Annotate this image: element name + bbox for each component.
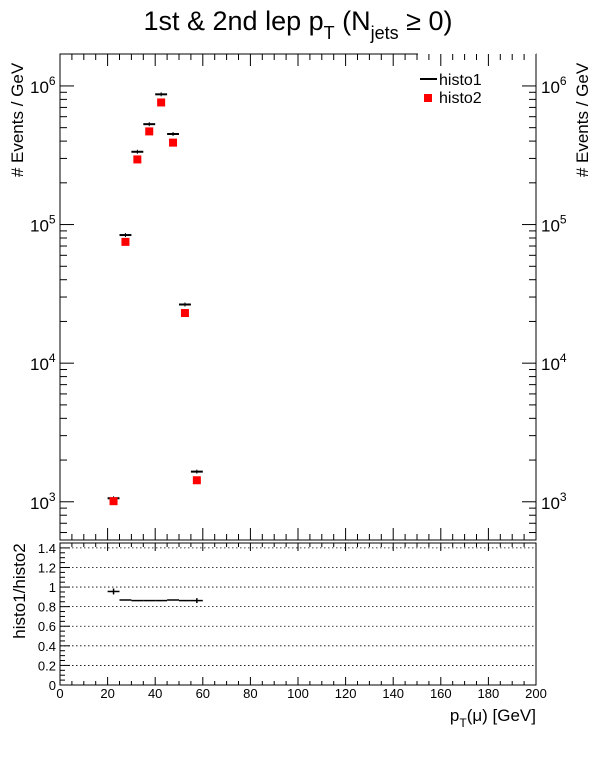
ytick-base: 10 [541, 78, 560, 97]
ytick-label-left: 104 [30, 351, 56, 374]
histo2-point [180, 309, 189, 318]
histo2-point [192, 476, 201, 485]
ratio-axis-ticks [59, 542, 537, 686]
ytick-exponent: 3 [560, 490, 567, 504]
xtick-label: 0 [56, 686, 63, 701]
ratio-ytick-label: 1.2 [38, 560, 56, 575]
ytick-base: 10 [30, 78, 49, 97]
ratio-ylabel: histo1/histo2 [10, 543, 29, 638]
title-tail: ≥ 0) [399, 6, 453, 36]
xtick-label: 100 [287, 686, 309, 701]
ytick-label-left: 103 [30, 490, 56, 513]
ytick-label-left: 106 [30, 74, 56, 97]
ratio-data-marks [107, 588, 203, 604]
ytick-label-right: 103 [541, 490, 567, 513]
ratio-ytick-label: 1 [49, 580, 56, 595]
ytick-label-right: 104 [541, 351, 567, 374]
xtick-label: 120 [335, 686, 357, 701]
ytick-base: 10 [541, 217, 560, 236]
top-axis-ticks [59, 54, 537, 540]
legend: histo1 histo2 [420, 72, 482, 107]
title-jets: jets [370, 23, 399, 43]
chart-title: 1st & 2nd lep pT (Njets ≥ 0) [144, 6, 453, 43]
xlabel-t-sub: T [459, 716, 467, 730]
xtick-label: 180 [478, 686, 500, 701]
top-plot-frame [59, 53, 537, 541]
ytick-exponent: 6 [49, 74, 56, 88]
xtick-label: 40 [148, 686, 162, 701]
xtick-label: 200 [525, 686, 547, 701]
top-ylabel-right: # Events / GeV [573, 62, 592, 177]
legend-histo2-label: histo2 [439, 90, 482, 107]
xtick-label: 20 [100, 686, 114, 701]
ratio-gridlines [60, 547, 536, 666]
ytick-base: 10 [30, 494, 49, 513]
ytick-exponent: 5 [560, 213, 567, 227]
ytick-exponent: 6 [560, 74, 567, 88]
ratio-ytick-label: 1.4 [38, 541, 56, 556]
ratio-tick-labels: 0 20 40 60 80 100 120 140 160 180 20000.20.40.60.8… [38, 541, 547, 701]
histo2-point [157, 98, 166, 107]
xlabel-p: p [450, 706, 459, 725]
ytick-label-left: 105 [30, 213, 56, 236]
title-main: 1st & 2nd lep p [144, 6, 324, 36]
legend-histo2-marker [424, 94, 432, 102]
histo2-point [109, 497, 118, 506]
ytick-exponent: 4 [49, 351, 56, 365]
ratio-ytick-label: 0.8 [38, 600, 56, 615]
legend-histo1-label: histo1 [439, 72, 482, 89]
histo2-point [133, 155, 142, 164]
ytick-base: 10 [30, 355, 49, 374]
ratio-ytick-label: 0.4 [38, 639, 56, 654]
ytick-exponent: 5 [49, 213, 56, 227]
x-axis-label: pT(μ) [GeV] [450, 706, 536, 730]
top-ylabel-left: # Events / GeV [8, 62, 27, 177]
ytick-label-right: 106 [541, 74, 567, 97]
top-data-marks [107, 92, 203, 506]
xtick-label: 80 [243, 686, 257, 701]
ytick-exponent: 3 [49, 490, 56, 504]
ratio-plot-frame [59, 542, 537, 686]
ratio-ytick-label: 0 [49, 678, 56, 693]
ratio-ytick-label: 0.6 [38, 619, 56, 634]
ytick-exponent: 4 [560, 351, 567, 365]
histo2-point [169, 138, 178, 147]
title-open: (N [335, 6, 371, 36]
ytick-base: 10 [541, 494, 560, 513]
ratio-ytick-label: 0.2 [38, 658, 56, 673]
ytick-base: 10 [541, 355, 560, 374]
ytick-label-right: 105 [541, 213, 567, 236]
title-sub-t: T [324, 23, 335, 43]
ytick-base: 10 [30, 217, 49, 236]
xtick-label: 140 [382, 686, 404, 701]
histo2-point [145, 127, 154, 136]
title-background [418, 49, 536, 57]
xtick-label: 160 [430, 686, 452, 701]
histo2-point [121, 237, 130, 246]
xlabel-rest: (μ) [GeV] [467, 706, 536, 725]
xtick-label: 60 [196, 686, 210, 701]
